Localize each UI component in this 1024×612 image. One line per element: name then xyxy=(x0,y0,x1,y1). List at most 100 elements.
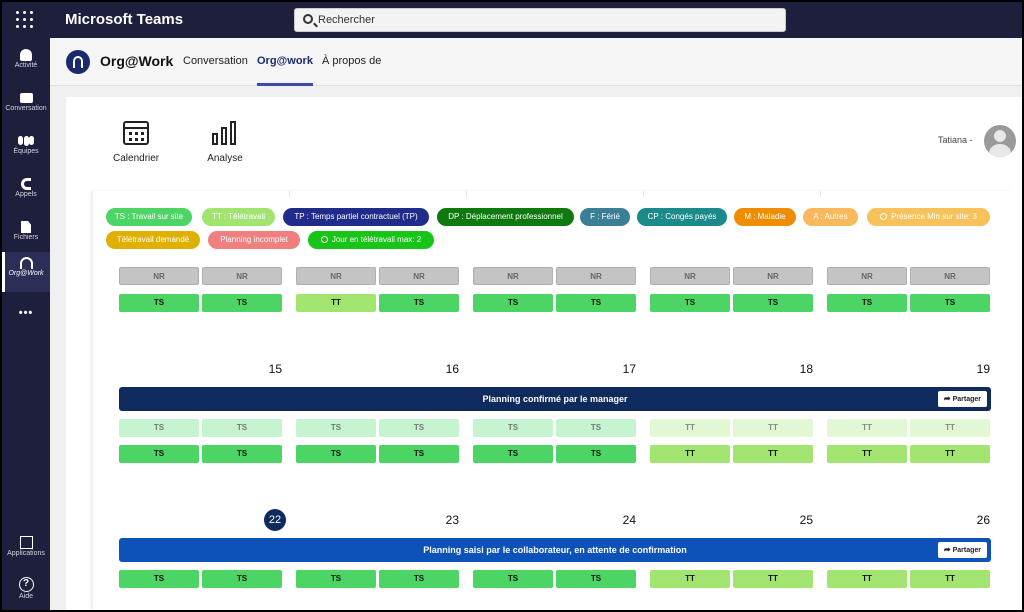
rail-item-help[interactable]: ? Aide xyxy=(2,574,50,610)
tab-conversation[interactable]: Conversation xyxy=(183,55,248,67)
calendar-button[interactable]: Calendrier xyxy=(113,121,159,164)
day-cell[interactable]: TS xyxy=(556,445,636,463)
bell-icon xyxy=(20,49,32,61)
rail-item-files[interactable]: Fichiers xyxy=(2,216,50,256)
app-launcher-icon[interactable] xyxy=(16,11,34,29)
day-cell[interactable]: TT xyxy=(296,294,376,312)
rail-item-label: Appels xyxy=(15,191,37,198)
day-cell[interactable]: TS xyxy=(733,294,813,312)
day-cell[interactable]: TS xyxy=(910,294,990,312)
search-box[interactable] xyxy=(294,8,786,32)
legend-chip-tt: TT : Télétravail xyxy=(202,208,275,226)
day-cell[interactable]: NR xyxy=(119,267,199,285)
title-bar: Microsoft Teams xyxy=(2,2,1022,38)
day-cell[interactable]: TS xyxy=(473,419,553,437)
share-button[interactable]: ➦ Partager xyxy=(937,391,987,407)
clock-icon xyxy=(880,213,888,220)
legend-chip-f: F : Férié xyxy=(580,208,630,226)
day-number: 24 xyxy=(622,513,636,527)
day-cell[interactable]: TS xyxy=(119,419,199,437)
rail-item-activity[interactable]: Activité xyxy=(2,44,50,84)
day-cell[interactable]: NR xyxy=(379,267,459,285)
day-cell[interactable]: NR xyxy=(650,267,730,285)
share-button[interactable]: ➦ Partager xyxy=(937,542,987,558)
day-cell[interactable]: NR xyxy=(296,267,376,285)
day-cell[interactable]: TS xyxy=(202,570,282,588)
tab-about[interactable]: À propos de xyxy=(322,55,382,67)
rail-item-teams[interactable]: Équipes xyxy=(2,130,50,170)
day-cell[interactable]: TT xyxy=(650,570,730,588)
day-cell[interactable]: TS xyxy=(473,445,553,463)
user-name: Tatiana - xyxy=(938,135,973,145)
day-cell[interactable]: NR xyxy=(910,267,990,285)
day-cell[interactable]: TS xyxy=(379,294,459,312)
bar-chart-icon xyxy=(212,121,238,145)
avatar[interactable] xyxy=(984,125,1016,157)
day-cell[interactable]: NR xyxy=(202,267,282,285)
file-icon xyxy=(21,221,31,233)
banner-text: Planning saisi par le collaborateur, en … xyxy=(423,545,687,555)
day-cell[interactable]: TT xyxy=(827,570,907,588)
day-cell[interactable]: TS xyxy=(202,294,282,312)
day-cell[interactable]: NR xyxy=(827,267,907,285)
rail-item-conversation[interactable]: Conversation xyxy=(2,87,50,127)
day-cell[interactable]: TT xyxy=(733,570,813,588)
day-cell[interactable]: TS xyxy=(119,445,199,463)
day-cell[interactable]: NR xyxy=(473,267,553,285)
day-cell[interactable]: TS xyxy=(379,445,459,463)
help-icon: ? xyxy=(18,577,34,592)
day-cell[interactable]: TS xyxy=(650,294,730,312)
day-cell[interactable]: TS xyxy=(202,419,282,437)
day-cell[interactable]: TT xyxy=(650,445,730,463)
share-icon: ➦ xyxy=(943,545,951,554)
day-cell[interactable]: TS xyxy=(202,445,282,463)
rail-item-label: Org@Work xyxy=(8,270,44,277)
day-cell[interactable]: NR xyxy=(733,267,813,285)
day-cell[interactable]: TT xyxy=(827,445,907,463)
toolbar: Calendrier Analyse Tatiana - xyxy=(66,97,1022,191)
day-cell[interactable]: TS xyxy=(473,570,553,588)
status-banner-pending: Planning saisi par le collaborateur, en … xyxy=(119,538,991,562)
day-number: 17 xyxy=(622,362,636,376)
day-cell[interactable]: TT xyxy=(733,419,813,437)
rail-item-calls[interactable]: Appels xyxy=(2,173,50,213)
day-cell[interactable]: TS xyxy=(556,294,636,312)
analysis-button[interactable]: Analyse xyxy=(204,121,246,164)
apps-icon xyxy=(19,536,33,549)
rail-item-applications[interactable]: Applications xyxy=(2,532,50,572)
tab-orgwork[interactable]: Org@work xyxy=(257,55,313,86)
day-cell[interactable]: TS xyxy=(296,419,376,437)
legend-chip-m: M : Maladie xyxy=(734,208,796,226)
day-cell[interactable]: TT xyxy=(827,419,907,437)
day-cell[interactable]: TT xyxy=(650,419,730,437)
day-cell[interactable]: TS xyxy=(296,570,376,588)
day-cell[interactable]: TS xyxy=(556,570,636,588)
day-cell[interactable]: TS xyxy=(473,294,553,312)
day-number: 23 xyxy=(445,513,459,527)
day-cell[interactable]: TS xyxy=(556,419,636,437)
search-input[interactable] xyxy=(318,12,778,28)
legend-chip-incomplete: Planning incomplet xyxy=(208,231,300,249)
rail-item-label: Conversation xyxy=(5,105,47,112)
rail-more-button[interactable]: ••• xyxy=(2,304,50,328)
teams-icon xyxy=(18,136,34,146)
more-icon: ••• xyxy=(18,307,34,319)
day-cell[interactable]: TS xyxy=(296,445,376,463)
day-cell[interactable]: TT xyxy=(910,570,990,588)
planning-content: TS : Travail sur site TT : Télétravail T… xyxy=(93,191,1013,610)
day-cell[interactable]: TS xyxy=(119,570,199,588)
rail-item-label: Activité xyxy=(14,62,38,69)
day-cell[interactable]: TS xyxy=(379,419,459,437)
day-cell[interactable]: NR xyxy=(556,267,636,285)
day-cell[interactable]: TT xyxy=(910,419,990,437)
legend-chip-tp: TP : Temps partiel contractuel (TP) xyxy=(283,208,429,226)
phone-icon xyxy=(21,178,31,190)
banner-text: Planning confirmé par le manager xyxy=(482,394,628,404)
rail-item-orgwork[interactable]: Org@Work xyxy=(2,252,50,292)
day-cell[interactable]: TT xyxy=(910,445,990,463)
rail-item-label: Équipes xyxy=(13,148,39,155)
day-cell[interactable]: TT xyxy=(733,445,813,463)
day-cell[interactable]: TS xyxy=(119,294,199,312)
day-cell[interactable]: TS xyxy=(827,294,907,312)
day-cell[interactable]: TS xyxy=(379,570,459,588)
